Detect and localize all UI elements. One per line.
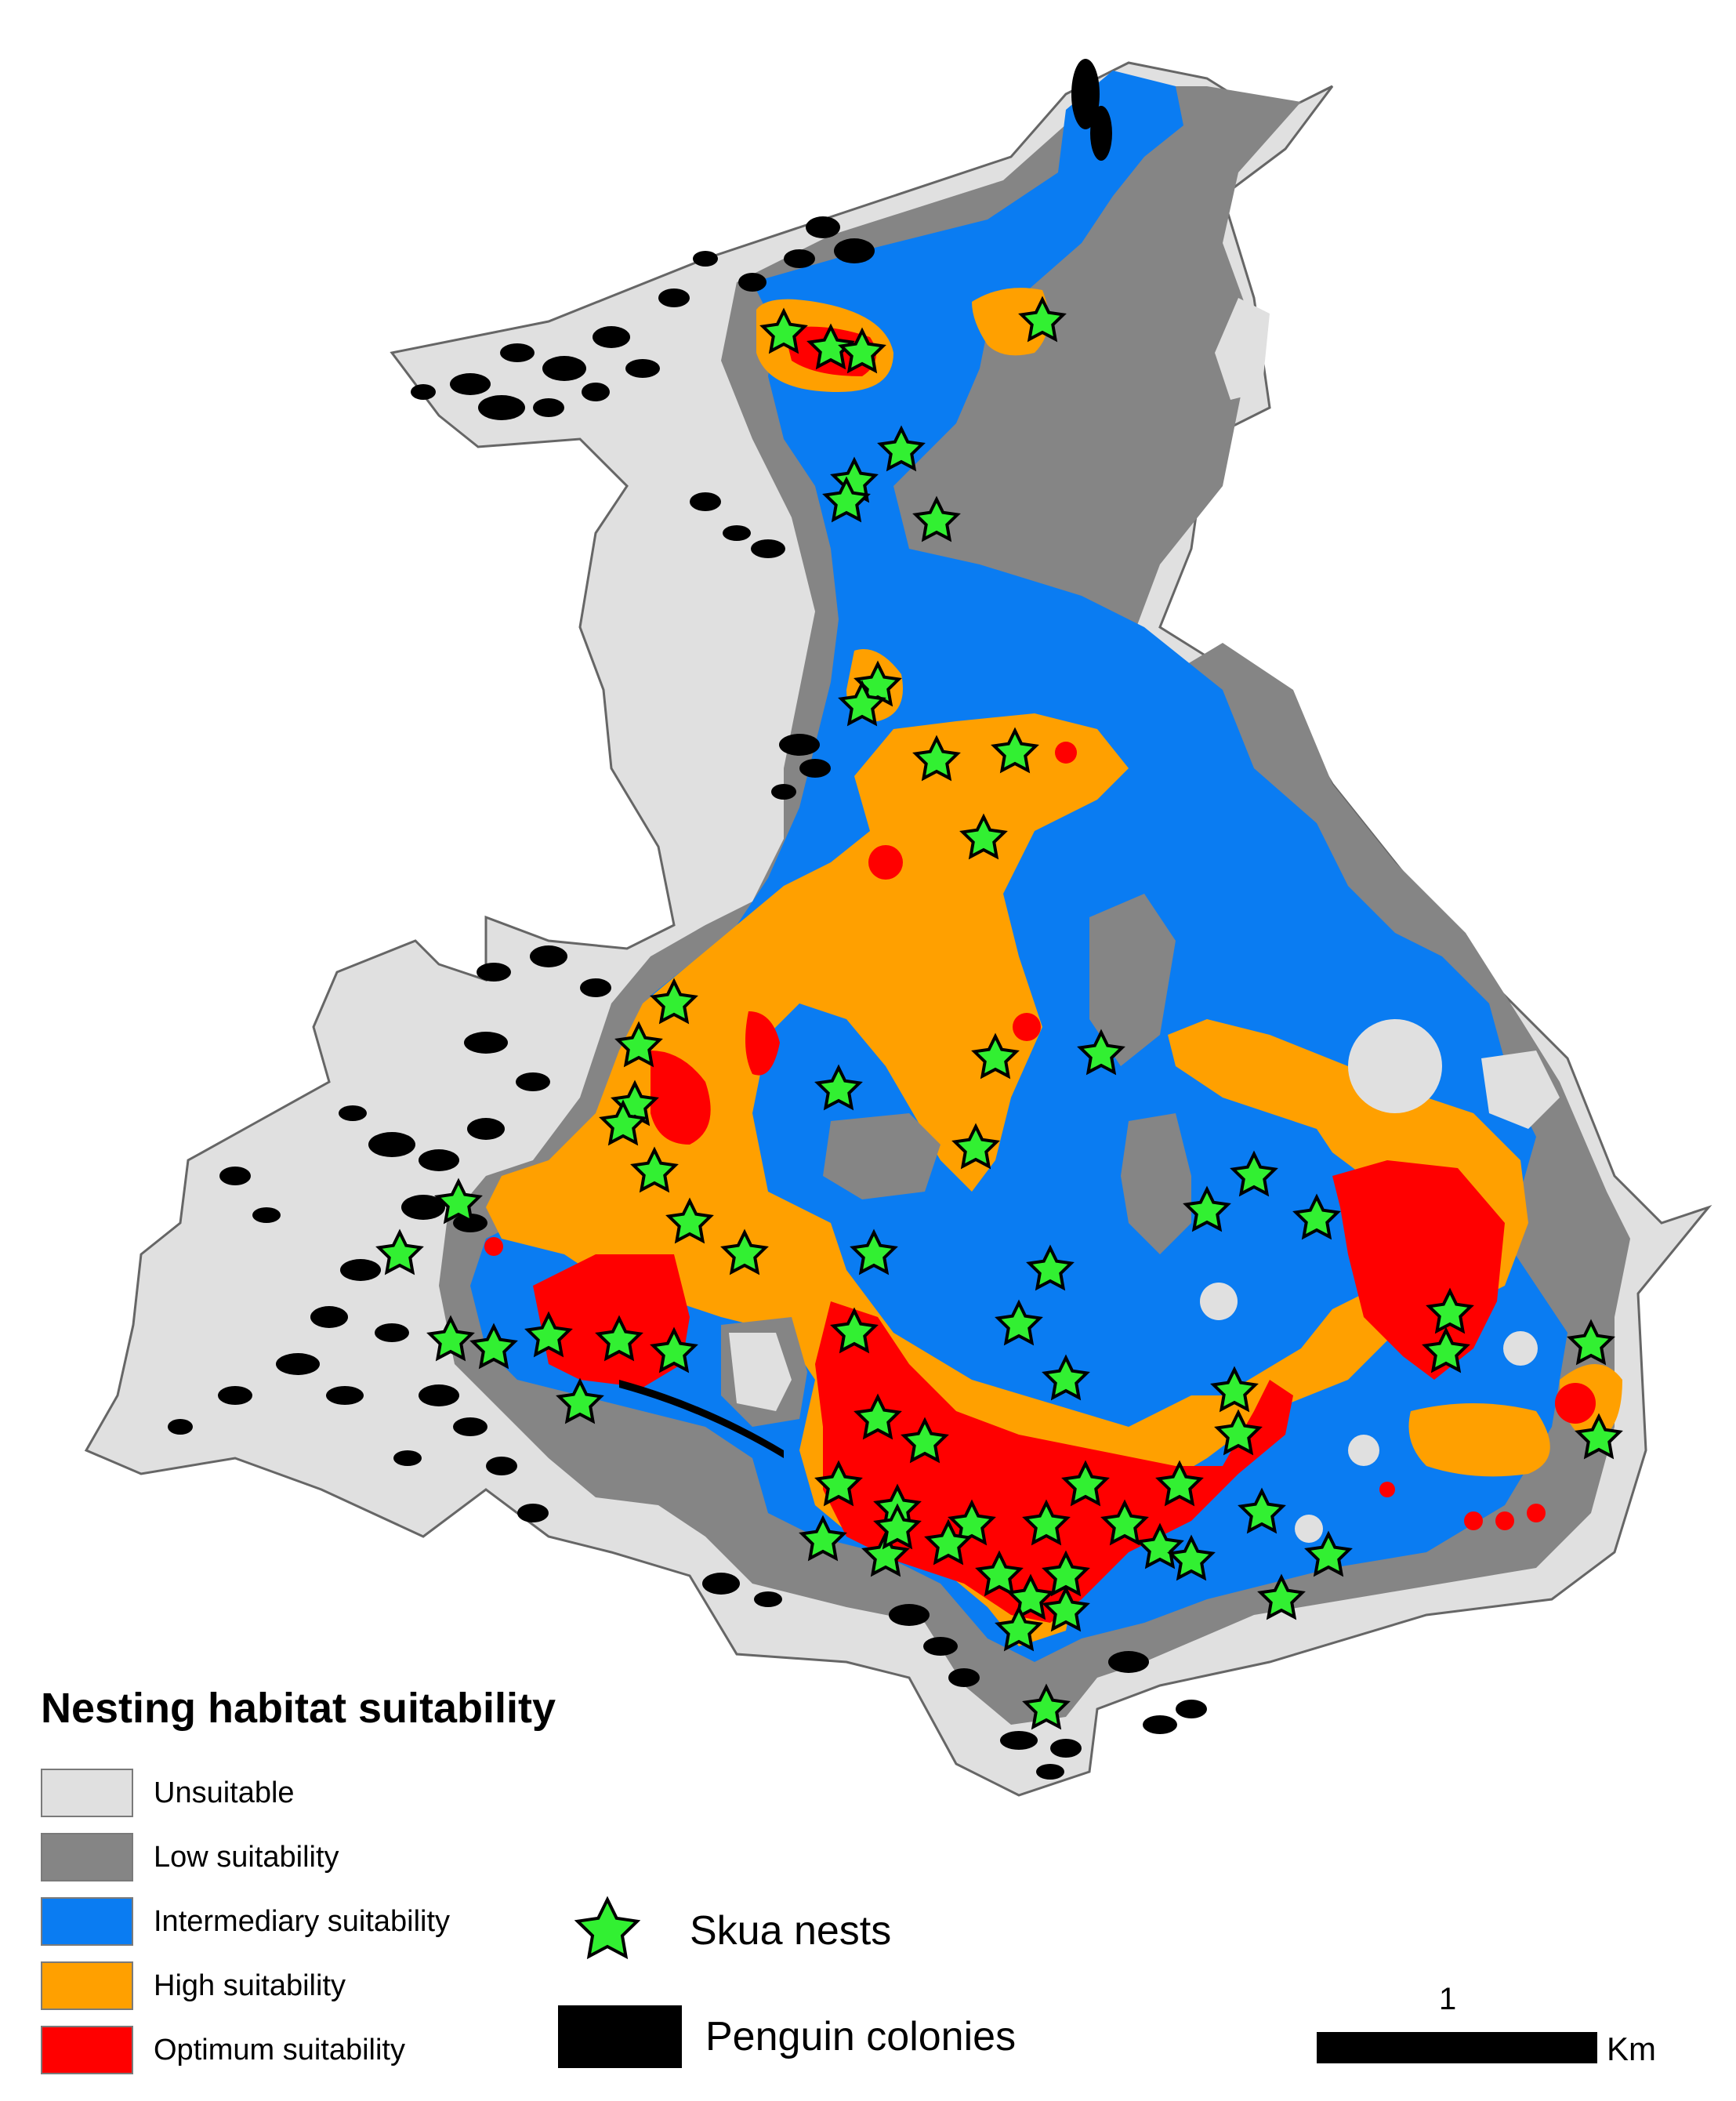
legend-label: Optimum suitability — [154, 2033, 405, 2067]
zone-unsuitable-patch — [1215, 298, 1270, 400]
star-icon — [574, 1896, 641, 1960]
zone-optimum — [484, 1237, 503, 1256]
legend-item-intermediary: Intermediary suitability — [41, 1896, 450, 1947]
penguin-colonies — [168, 59, 1207, 1780]
zone-low-patch — [823, 1113, 940, 1199]
legend-label: High suitability — [154, 1969, 346, 2002]
legend-item-penguin-colonies: Penguin colonies — [558, 2005, 1016, 2068]
legend-item-optimum: Optimum suitability — [41, 2024, 405, 2076]
zone-unsuitable-patch — [1200, 1283, 1238, 1320]
zone-optimum — [1495, 1511, 1514, 1530]
zone-optimum — [1555, 1383, 1596, 1424]
legend-swatch — [41, 1961, 133, 2010]
zone-unsuitable-patch — [729, 1333, 792, 1411]
legend-label: Skua nests — [690, 1908, 892, 1954]
zone-high — [486, 713, 1528, 1646]
zone-low-patch — [1089, 894, 1176, 1066]
zone-unsuitable-patch — [1348, 1019, 1442, 1113]
legend-label: Intermediary suitability — [154, 1904, 451, 1938]
zone-unsuitable-patch — [1503, 1331, 1538, 1366]
legend-item-unsuitable: Unsuitable — [41, 1767, 295, 1819]
zone-optimum — [533, 1254, 690, 1388]
legend-label: Low suitability — [154, 1840, 339, 1874]
scale-value: 1 — [1439, 1982, 1457, 2016]
legend-item-high: High suitability — [41, 1960, 346, 2012]
zone-optimum — [1055, 742, 1077, 764]
legend-item-low: Low suitability — [41, 1831, 339, 1883]
zone-low-patch — [1121, 1113, 1191, 1254]
legend-swatch — [41, 1833, 133, 1881]
scale-bar-line — [1317, 2032, 1597, 2063]
zone-optimum — [1527, 1504, 1546, 1522]
zone-optimum — [868, 845, 903, 880]
legend-label: Unsuitable — [154, 1776, 295, 1809]
zone-optimum — [745, 1011, 780, 1076]
zone-unsuitable-patch — [1481, 1050, 1560, 1129]
legend-label: Penguin colonies — [705, 2014, 1017, 2059]
zone-optimum — [1013, 1013, 1041, 1041]
legend-title: Nesting habitat suitability — [41, 1685, 556, 1732]
legend-swatch — [41, 2026, 133, 2074]
scale-unit: Km — [1607, 2030, 1656, 2067]
zone-high — [1408, 1403, 1550, 1477]
zone-optimum — [651, 1050, 711, 1145]
zone-unsuitable-patch — [1348, 1435, 1379, 1466]
legend-swatch — [41, 1769, 133, 1817]
zone-optimum — [1464, 1511, 1483, 1530]
legend-item-skua-nests: Skua nests — [572, 1896, 891, 1966]
legend-swatch — [41, 1897, 133, 1946]
zone-unsuitable-patch — [1295, 1515, 1323, 1543]
legend-swatch — [558, 2005, 682, 2068]
zone-optimum — [1379, 1482, 1395, 1497]
